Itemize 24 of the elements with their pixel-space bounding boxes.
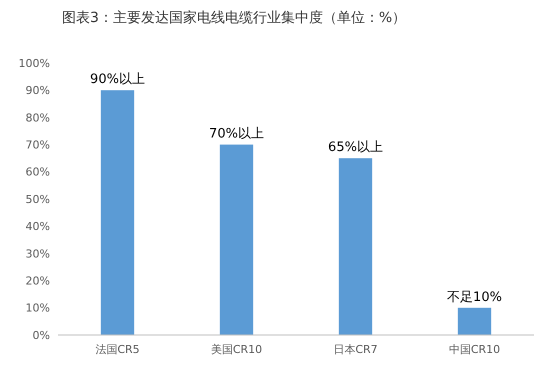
y-tick-label: 40% [26, 220, 50, 234]
y-tick-label: 10% [26, 302, 50, 315]
x-tick-label: 日本CR7 [333, 343, 378, 356]
data-label: 70%以上 [209, 126, 264, 142]
x-tick-label: 中国CR10 [448, 343, 500, 356]
y-tick-label: 100% [18, 56, 50, 70]
data-label: 65%以上 [328, 140, 383, 156]
chart-title: 图表3：主要发达国家电线电缆行业集中度（单位：%） [62, 10, 406, 26]
y-tick-label: 30% [26, 247, 50, 260]
x-tick-label: 美国CR10 [210, 343, 262, 356]
y-tick-label: 0% [32, 328, 50, 342]
bar [100, 90, 134, 335]
y-tick-label: 50% [26, 192, 50, 206]
y-tick-label: 90% [26, 84, 50, 98]
data-label: 不足10% [447, 290, 502, 305]
bar [338, 158, 372, 335]
y-tick-label: 80% [26, 111, 50, 124]
data-label: 90%以上 [90, 72, 145, 88]
y-tick-label: 60% [26, 166, 50, 179]
y-tick-label: 70% [26, 138, 50, 152]
bar [220, 144, 254, 335]
x-tick-label: 法国CR5 [95, 343, 140, 356]
y-tick-label: 20% [26, 274, 50, 288]
bar [458, 308, 492, 335]
